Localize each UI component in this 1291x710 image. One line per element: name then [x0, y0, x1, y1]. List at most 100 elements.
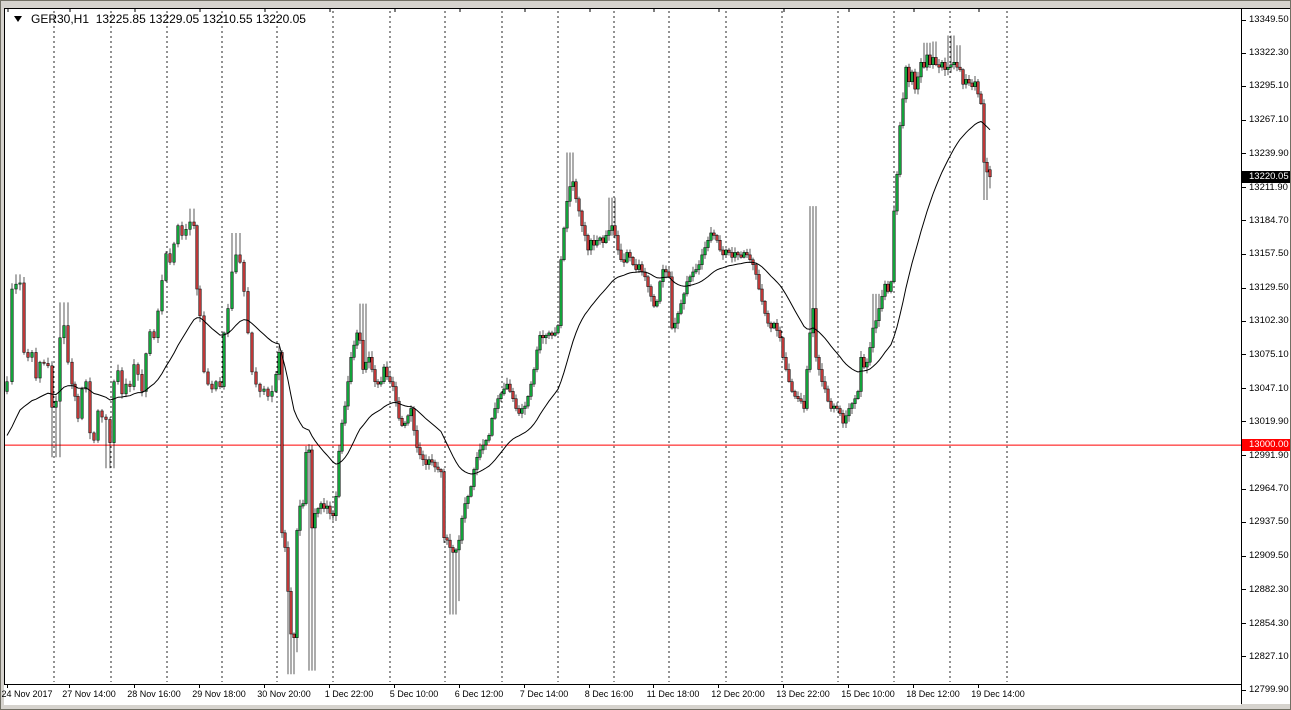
- bear-candle: [250, 332, 254, 373]
- bull-candle: [457, 539, 461, 551]
- bear-candle: [331, 513, 335, 517]
- bull-candle: [859, 357, 863, 392]
- axis-tick: [1242, 287, 1246, 289]
- bull-candle: [355, 332, 359, 346]
- bear-candle: [391, 381, 395, 387]
- bull-candle: [571, 181, 575, 187]
- bull-candle: [230, 271, 234, 309]
- chart-surface[interactable]: [4, 8, 1241, 684]
- axis-tick: [783, 685, 784, 688]
- bull-candle: [544, 335, 548, 339]
- axis-tick: [1242, 220, 1246, 222]
- bear-candle: [128, 383, 132, 387]
- bear-candle: [385, 366, 389, 378]
- bull-candle: [883, 283, 887, 297]
- bear-candle: [92, 432, 96, 441]
- bear-candle: [748, 254, 752, 261]
- axis-tick: [264, 685, 265, 688]
- bear-candle: [258, 383, 262, 392]
- bear-candle: [766, 313, 770, 324]
- bear-candle: [781, 337, 785, 358]
- bear-candle: [152, 331, 156, 339]
- bull-candle: [925, 54, 929, 68]
- bull-candle: [307, 449, 311, 453]
- bear-candle: [388, 376, 392, 382]
- axis-tick: [394, 685, 395, 688]
- bull-candle: [132, 364, 136, 387]
- chart-header: GER30,H1 13225.85 13229.05 13210.55 1322…: [14, 13, 306, 25]
- axis-tick: [329, 685, 330, 688]
- bear-candle: [664, 269, 668, 273]
- bull-candle: [910, 71, 914, 83]
- triangle-down-icon[interactable]: [14, 16, 22, 22]
- bear-candle: [580, 210, 584, 226]
- bear-candle: [886, 283, 890, 292]
- bull-candle: [526, 396, 530, 407]
- bull-candle: [904, 66, 908, 100]
- bull-candle: [895, 174, 899, 212]
- bull-candle: [478, 449, 482, 458]
- bear-candle: [958, 66, 962, 70]
- axis-tick: [1242, 555, 1246, 557]
- bear-candle: [670, 276, 674, 329]
- bear-candle: [619, 249, 623, 261]
- bull-candle: [964, 79, 968, 85]
- bear-candle: [358, 332, 362, 341]
- bull-candle: [403, 422, 407, 426]
- axis-tick: [459, 685, 460, 688]
- bear-candle: [266, 388, 270, 397]
- bear-candle: [970, 82, 974, 87]
- price-axis-label: 13239.90: [1242, 148, 1289, 159]
- symbol-period-label: GER30,H1: [31, 12, 90, 26]
- axis-tick: [1242, 354, 1246, 355]
- bull-candle: [148, 331, 152, 354]
- time-axis-label: 19 Dec 14:00: [971, 689, 1025, 699]
- bull-candle: [160, 280, 164, 312]
- bear-candle: [631, 257, 635, 265]
- bull-candle: [493, 408, 497, 419]
- bull-candle: [502, 388, 506, 395]
- bull-candle: [607, 230, 611, 236]
- price-axis-label: 13102.30: [1242, 316, 1289, 326]
- bull-candle: [340, 422, 344, 452]
- bear-candle: [718, 240, 722, 251]
- price-axis[interactable]: 13349.50 13322.30 13295.10 13267.10 13239.90…: [1241, 8, 1290, 704]
- bull-candle: [156, 310, 160, 339]
- bear-candle: [814, 308, 818, 358]
- axis-tick: [199, 685, 200, 688]
- axis-tick: [1242, 689, 1246, 691]
- quote-close: 13220.05: [255, 12, 306, 26]
- bear-candle: [514, 398, 518, 409]
- bear-candle: [254, 371, 258, 385]
- bull-candle: [709, 232, 713, 241]
- bear-candle: [985, 161, 989, 173]
- bear-candle: [328, 505, 332, 514]
- bull-candle: [661, 269, 665, 282]
- bear-candle: [140, 374, 144, 392]
- bear-candle: [451, 547, 455, 553]
- bear-candle: [862, 357, 866, 368]
- axis-tick: [1242, 421, 1246, 423]
- bear-candle: [760, 288, 764, 302]
- axis-tick: [1242, 85, 1246, 87]
- price-axis-label: 13322.30: [1242, 48, 1289, 58]
- bear-candle: [736, 252, 740, 256]
- bear-candle: [400, 417, 404, 426]
- bear-candle: [76, 396, 80, 419]
- time-axis[interactable]: 24 Nov 2017 27 Nov 14:00 28 Nov 16:00 29 No…: [1, 684, 1241, 705]
- bear-candle: [550, 332, 554, 336]
- axis-tick: [1242, 320, 1246, 322]
- bull-candle: [62, 325, 66, 339]
- bull-candle: [460, 517, 464, 541]
- axis-tick: [1242, 52, 1246, 54]
- axis-tick: [524, 685, 525, 688]
- bull-candle: [949, 64, 953, 68]
- bull-candle: [637, 264, 641, 270]
- bull-candle: [853, 398, 857, 404]
- bear-candle: [322, 503, 326, 509]
- bull-candle: [538, 335, 542, 351]
- bear-candle: [841, 413, 845, 424]
- candlestick-chart[interactable]: [5, 9, 1241, 684]
- bull-candle: [54, 400, 58, 408]
